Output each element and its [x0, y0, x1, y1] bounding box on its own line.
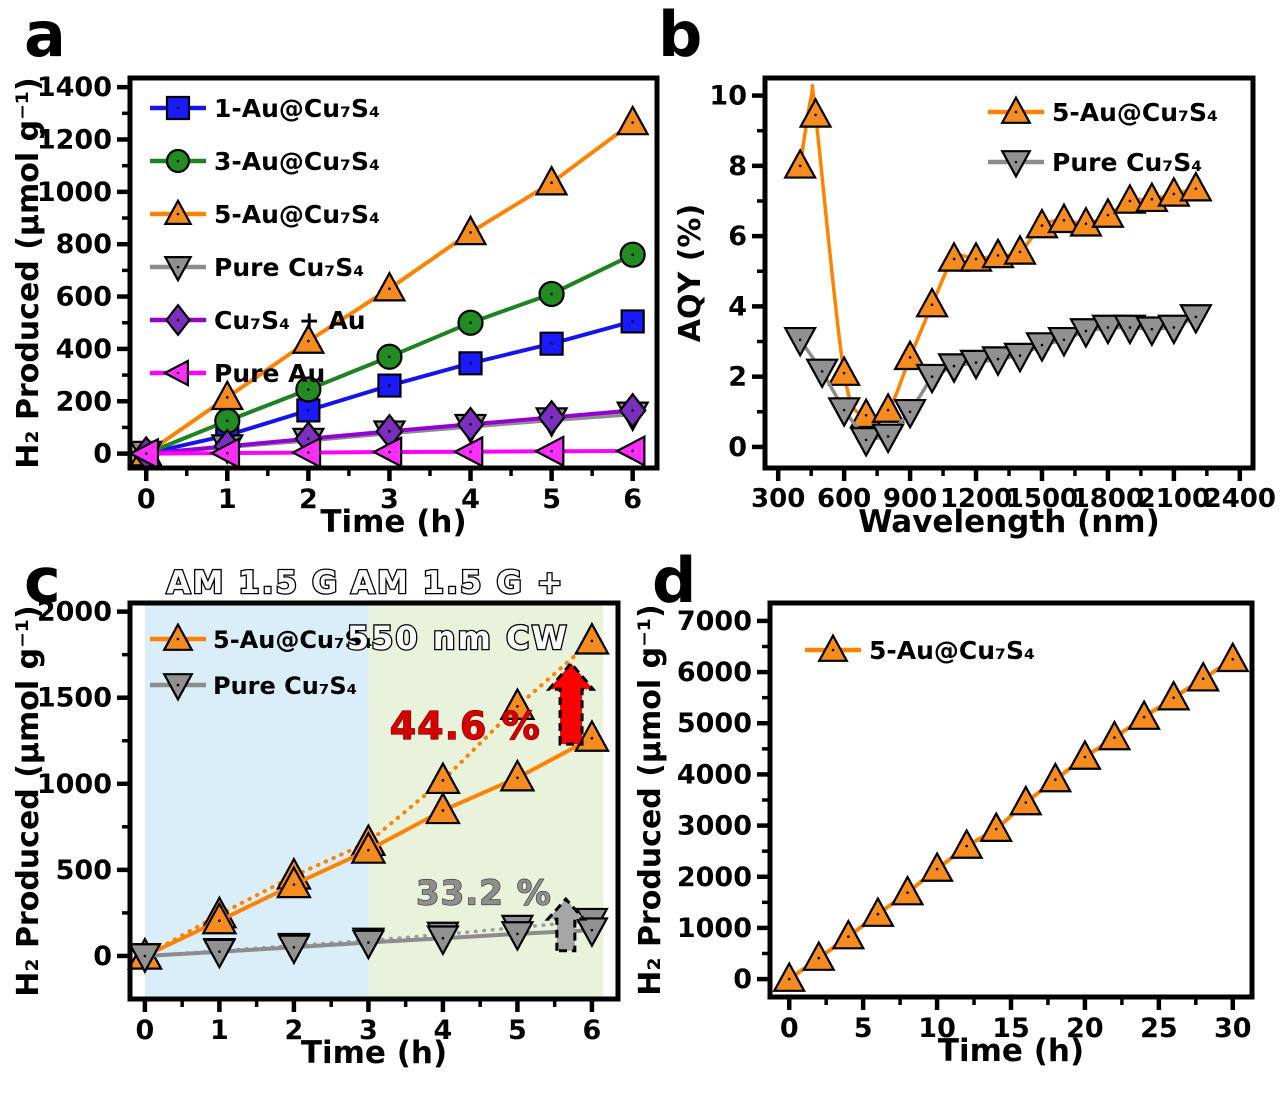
- svg-text:0: 0: [136, 1015, 155, 1046]
- chart-a: 0 1 2 3 4 5 6 0 200 400 600 800 1000 1200 1400 1-Au@Cu₇…: [11, 72, 660, 540]
- svg-text:6: 6: [623, 484, 642, 515]
- svg-text:7000: 7000: [677, 606, 752, 637]
- svg-text:3: 3: [359, 1015, 378, 1046]
- svg-text:2000: 2000: [677, 862, 752, 893]
- svg-text:1000: 1000: [677, 913, 752, 944]
- svg-text:Cu₇S₄ + Au: Cu₇S₄ + Au: [214, 306, 366, 335]
- svg-text:6: 6: [728, 221, 747, 252]
- svg-text:5: 5: [508, 1015, 527, 1046]
- svg-text:0: 0: [728, 432, 747, 463]
- svg-text:Time (h): Time (h): [938, 1033, 1084, 1069]
- svg-text:0: 0: [780, 1013, 799, 1044]
- svg-text:1400: 1400: [37, 72, 112, 103]
- svg-text:2100: 2100: [1138, 484, 1210, 514]
- svg-text:3000: 3000: [677, 811, 752, 842]
- svg-text:2: 2: [299, 484, 318, 515]
- svg-text:0: 0: [93, 439, 112, 470]
- svg-text:25: 25: [1140, 1013, 1178, 1044]
- svg-text:AQY (%): AQY (%): [673, 204, 708, 342]
- svg-text:4000: 4000: [677, 759, 752, 790]
- svg-text:2000: 2000: [37, 597, 112, 628]
- svg-text:550 nm CW: 550 nm CW: [347, 619, 569, 657]
- svg-text:1000: 1000: [37, 769, 112, 800]
- svg-text:0: 0: [93, 941, 112, 972]
- svg-text:0: 0: [137, 484, 156, 515]
- svg-text:500: 500: [56, 855, 112, 886]
- svg-text:44.6 %: 44.6 %: [390, 704, 541, 748]
- svg-text:Time (h): Time (h): [301, 1035, 447, 1071]
- svg-text:6: 6: [583, 1015, 602, 1046]
- svg-text:900: 900: [883, 484, 937, 514]
- svg-text:600: 600: [56, 282, 112, 313]
- svg-text:4: 4: [434, 1015, 453, 1046]
- panel-label-b: b: [658, 0, 703, 71]
- chart-d: 0 5 10 15 20 25 30 0 1000 2000 3000 4000 5000 6000 700…: [633, 600, 1255, 1069]
- svg-text:600: 600: [817, 484, 871, 514]
- svg-text:H₂ Produced (µmol g⁻¹): H₂ Produced (µmol g⁻¹): [633, 604, 668, 996]
- svg-text:3-Au@Cu₇S₄: 3-Au@Cu₇S₄: [214, 147, 380, 176]
- svg-text:2400: 2400: [1204, 484, 1276, 514]
- chart-c: 0 1 2 3 4 5 6 0 500 1000 1500 2000 5-Au@Cu₇S₄ Pure Cu…: [11, 564, 621, 1071]
- svg-text:Pure Au: Pure Au: [214, 359, 325, 388]
- svg-text:2: 2: [728, 362, 747, 393]
- svg-text:Wavelength (nm): Wavelength (nm): [858, 504, 1160, 540]
- svg-text:1000: 1000: [37, 177, 112, 208]
- svg-text:1: 1: [218, 484, 237, 515]
- svg-text:1200: 1200: [37, 125, 112, 156]
- svg-text:20: 20: [1066, 1013, 1104, 1044]
- panel-label-d: d: [652, 544, 697, 617]
- svg-text:5-Au@Cu₇S₄: 5-Au@Cu₇S₄: [869, 636, 1035, 665]
- svg-text:AM 1.5 G: AM 1.5 G: [167, 565, 340, 601]
- svg-text:10: 10: [709, 81, 747, 112]
- svg-text:1500: 1500: [37, 683, 112, 714]
- svg-text:6000: 6000: [677, 657, 752, 688]
- panel-label-c: c: [24, 544, 61, 617]
- svg-text:5: 5: [542, 484, 561, 515]
- svg-text:4: 4: [461, 484, 480, 515]
- svg-text:1200: 1200: [940, 484, 1012, 514]
- svg-text:15: 15: [992, 1013, 1030, 1044]
- svg-text:5-Au@Cu₇S₄: 5-Au@Cu₇S₄: [1052, 98, 1218, 127]
- svg-text:Pure Cu₇S₄: Pure Cu₇S₄: [214, 253, 364, 282]
- svg-text:30: 30: [1214, 1013, 1252, 1044]
- svg-text:3: 3: [380, 484, 399, 515]
- svg-text:300: 300: [751, 484, 805, 514]
- svg-text:5000: 5000: [677, 708, 752, 739]
- svg-text:1-Au@Cu₇S₄: 1-Au@Cu₇S₄: [214, 94, 380, 123]
- svg-text:1500: 1500: [1006, 484, 1078, 514]
- svg-text:Time (h): Time (h): [320, 504, 466, 540]
- svg-text:800: 800: [56, 229, 112, 260]
- svg-text:5-Au@Cu₇S₄: 5-Au@Cu₇S₄: [214, 200, 380, 229]
- svg-text:AM 1.5 G +: AM 1.5 G +: [351, 565, 565, 601]
- svg-text:1: 1: [210, 1015, 229, 1046]
- svg-text:33.2 %: 33.2 %: [416, 873, 552, 913]
- svg-text:5: 5: [854, 1013, 873, 1044]
- panel-label-a: a: [24, 0, 66, 71]
- svg-text:400: 400: [56, 334, 112, 365]
- svg-text:0: 0: [733, 964, 752, 995]
- svg-text:H₂ Produced (µmol g⁻¹): H₂ Produced (µmol g⁻¹): [11, 77, 46, 469]
- svg-text:4: 4: [728, 291, 747, 322]
- svg-text:2: 2: [285, 1015, 304, 1046]
- svg-text:200: 200: [56, 386, 112, 417]
- svg-text:1800: 1800: [1072, 484, 1144, 514]
- svg-text:5-Au@Cu₇S₄: 5-Au@Cu₇S₄: [213, 626, 372, 654]
- svg-text:10: 10: [918, 1013, 956, 1044]
- svg-text:8: 8: [728, 151, 747, 182]
- svg-text:Pure Cu₇S₄: Pure Cu₇S₄: [1052, 148, 1202, 177]
- svg-text:H₂ Produced (µmol g⁻¹): H₂ Produced (µmol g⁻¹): [11, 605, 46, 997]
- svg-text:Pure Cu₇S₄: Pure Cu₇S₄: [213, 672, 357, 700]
